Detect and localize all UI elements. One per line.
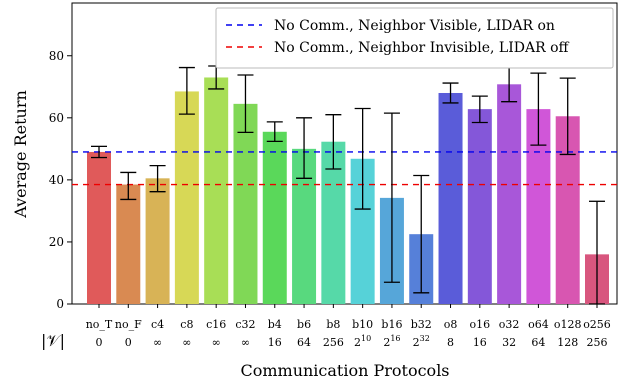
x-axis-categories: no_T 0 no_F 0 c4 ∞ c8 ∞ c16 ∞ c32 ∞ b4 16 b6 64 b8 256 b10… bbox=[86, 304, 611, 349]
vocab-size-base: ∞ bbox=[241, 336, 250, 349]
reference-lines bbox=[72, 151, 617, 186]
vocab-size-base: ∞ bbox=[153, 336, 162, 349]
vocab-size-label-c8: ∞ bbox=[182, 336, 191, 349]
category-label-b10: b10 bbox=[352, 318, 373, 331]
vocab-size-label-b10: 210 bbox=[354, 334, 371, 349]
bar-c4 bbox=[145, 178, 170, 304]
category-label-c32: c32 bbox=[235, 318, 255, 331]
vocab-size-base: 128 bbox=[557, 336, 578, 349]
bar-c32 bbox=[233, 103, 258, 304]
legend-label-1: No Comm., Neighbor Invisible, LIDAR off bbox=[274, 40, 569, 56]
legend-label-0: No Comm., Neighbor Visible, LIDAR on bbox=[274, 18, 555, 34]
vocab-size-label-b4: 16 bbox=[268, 336, 282, 349]
legend: No Comm., Neighbor Visible, LIDAR on No C… bbox=[215, 7, 614, 69]
vocab-size-base: ∞ bbox=[212, 336, 221, 349]
y-tick-label: 80 bbox=[49, 49, 64, 63]
vocab-size-label-c32: ∞ bbox=[241, 336, 250, 349]
vocab-size-label-c4: ∞ bbox=[153, 336, 162, 349]
vocab-size-base: 2 bbox=[413, 336, 420, 349]
category-label-b4: b4 bbox=[268, 318, 282, 331]
category-label-o32: o32 bbox=[499, 318, 520, 331]
vocab-size-exponent: 16 bbox=[390, 334, 400, 343]
vocab-size-label-o64: 64 bbox=[531, 336, 545, 349]
category-label-c8: c8 bbox=[180, 318, 193, 331]
vocab-size-label-b6: 64 bbox=[297, 336, 311, 349]
vocab-size-base: 32 bbox=[502, 336, 516, 349]
category-label-b32: b32 bbox=[411, 318, 432, 331]
bar-o16 bbox=[467, 109, 492, 305]
category-label-b6: b6 bbox=[297, 318, 311, 331]
vocab-size-base: 256 bbox=[587, 336, 608, 349]
vocab-size-label-b32: 232 bbox=[413, 334, 430, 349]
row-header: |𝒱| bbox=[41, 331, 65, 350]
vocab-size-exponent: 32 bbox=[420, 334, 430, 343]
vocab-size-base: 0 bbox=[96, 336, 103, 349]
y-tick-label: 20 bbox=[49, 235, 64, 249]
category-label-c4: c4 bbox=[151, 318, 164, 331]
y-axis-title: Average Return bbox=[11, 90, 30, 219]
vocab-size-label-no_F: 0 bbox=[125, 336, 132, 349]
vocab-size-base: 2 bbox=[383, 336, 390, 349]
bar-o8 bbox=[438, 92, 463, 305]
category-label-b16: b16 bbox=[381, 318, 402, 331]
vocab-size-base: 8 bbox=[447, 336, 454, 349]
vocab-size-label-b16: 216 bbox=[383, 334, 400, 349]
bar-o32 bbox=[497, 84, 522, 305]
vocab-size-label-no_T: 0 bbox=[96, 336, 103, 349]
vocab-size-label-o128: 128 bbox=[557, 336, 578, 349]
bar-no_T bbox=[87, 151, 111, 304]
vocab-size-base: 256 bbox=[323, 336, 344, 349]
vocab-size-exponent: 10 bbox=[361, 334, 371, 343]
category-label-o64: o64 bbox=[528, 318, 549, 331]
category-label-no_F: no_F bbox=[115, 318, 142, 331]
category-label-o8: o8 bbox=[444, 318, 458, 331]
bar-no_F bbox=[116, 184, 141, 304]
category-label-no_T: no_T bbox=[86, 318, 113, 331]
vocab-size-label-b8: 256 bbox=[323, 336, 344, 349]
bar-c16 bbox=[204, 77, 229, 304]
error-bars bbox=[91, 65, 605, 305]
y-axis: 0 20 40 60 80 bbox=[49, 49, 72, 311]
category-label-c16: c16 bbox=[206, 318, 226, 331]
bar-c8 bbox=[174, 91, 199, 304]
vocab-size-label-o16: 16 bbox=[473, 336, 487, 349]
category-label-o16: o16 bbox=[470, 318, 491, 331]
vocab-size-label-o256: 256 bbox=[587, 336, 608, 349]
y-tick-label: 60 bbox=[49, 111, 64, 125]
vocab-size-label-c16: ∞ bbox=[212, 336, 221, 349]
vocab-size-base: 16 bbox=[268, 336, 282, 349]
vocab-size-base: ∞ bbox=[182, 336, 191, 349]
y-tick-label: 0 bbox=[56, 297, 64, 311]
vocab-size-label-o8: 8 bbox=[447, 336, 454, 349]
vocab-size-base: 16 bbox=[473, 336, 487, 349]
vocab-size-base: 2 bbox=[354, 336, 361, 349]
category-label-o128: o128 bbox=[554, 318, 582, 331]
x-axis-title: Communication Protocols bbox=[240, 361, 449, 380]
category-label-b8: b8 bbox=[326, 318, 340, 331]
vocab-size-label-o32: 32 bbox=[502, 336, 516, 349]
legend-box bbox=[215, 7, 614, 69]
y-tick-label: 40 bbox=[49, 173, 64, 187]
vocab-size-base: 64 bbox=[531, 336, 545, 349]
bars bbox=[87, 77, 609, 305]
category-label-o256: o256 bbox=[583, 318, 611, 331]
vocab-size-base: 0 bbox=[125, 336, 132, 349]
bar-b4 bbox=[262, 131, 287, 304]
vocab-size-base: 64 bbox=[297, 336, 311, 349]
